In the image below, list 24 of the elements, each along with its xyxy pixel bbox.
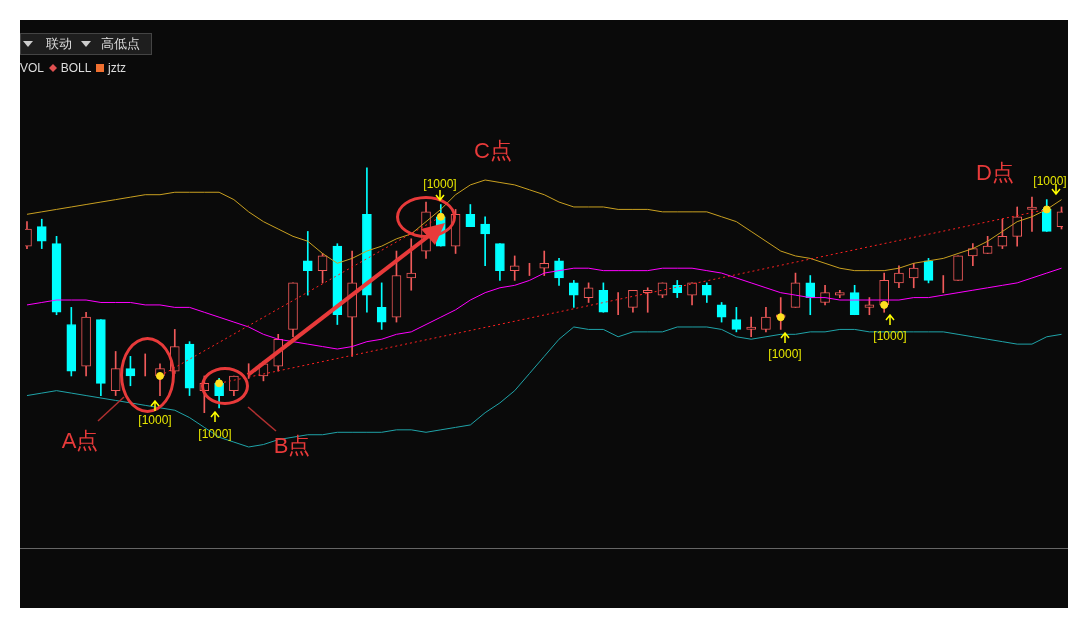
point bbox=[776, 313, 785, 322]
text: A点 bbox=[61, 427, 99, 455]
point bbox=[1042, 205, 1051, 214]
text: VOL bbox=[19, 61, 45, 75]
annotation: D点 bbox=[976, 159, 1014, 187]
candlestick bbox=[509, 255, 520, 281]
point bbox=[436, 212, 445, 221]
text: C点 bbox=[474, 137, 512, 165]
annotation: [1000] bbox=[1033, 174, 1067, 188]
annotation: [1000] bbox=[138, 413, 172, 427]
annotation: [1000] bbox=[423, 177, 457, 191]
text: 联动 bbox=[46, 35, 72, 53]
text: 高低点 bbox=[100, 35, 140, 53]
point bbox=[880, 300, 889, 309]
text: B点 bbox=[273, 432, 311, 460]
annotation: [1000] bbox=[873, 329, 907, 343]
candlestick bbox=[746, 316, 756, 338]
point bbox=[215, 379, 224, 388]
candlestick bbox=[480, 216, 490, 267]
text: BOLL bbox=[60, 61, 92, 75]
text: jztz bbox=[108, 61, 126, 75]
text: [1000] bbox=[198, 427, 232, 441]
candlestick bbox=[302, 231, 313, 296]
annotation: [1000] bbox=[768, 347, 802, 361]
